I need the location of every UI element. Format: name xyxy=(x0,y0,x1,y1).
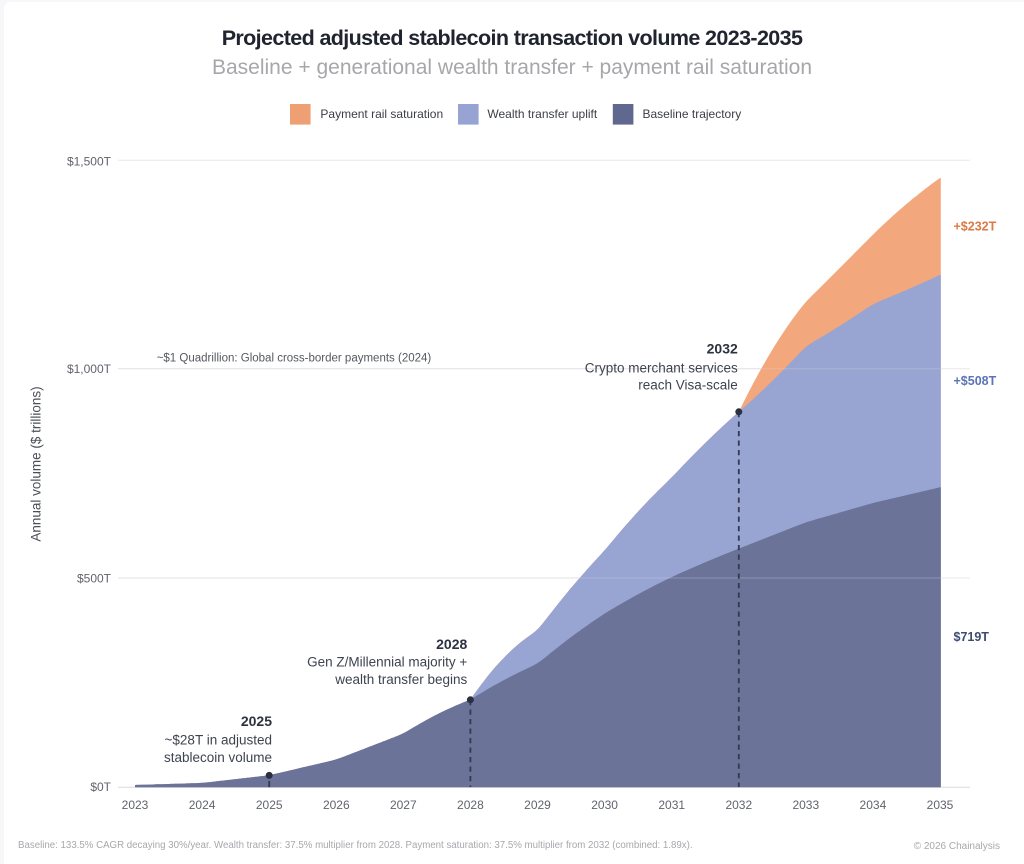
svg-text:Baseline trajectory: Baseline trajectory xyxy=(643,107,742,121)
svg-text:2028: 2028 xyxy=(457,798,484,812)
svg-text:~$1 Quadrillion: Global cross-: ~$1 Quadrillion: Global cross-border pay… xyxy=(157,352,432,364)
svg-text:2025: 2025 xyxy=(256,798,283,812)
svg-text:Projected adjusted stablecoin: Projected adjusted stablecoin transactio… xyxy=(222,26,803,50)
svg-text:2032: 2032 xyxy=(725,798,752,812)
svg-text:2024: 2024 xyxy=(189,798,216,812)
svg-text:2031: 2031 xyxy=(658,798,685,812)
svg-text:reach Visa-scale: reach Visa-scale xyxy=(638,377,738,392)
svg-text:Baseline: 133.5% CAGR decaying: Baseline: 133.5% CAGR decaying 30%/year.… xyxy=(18,840,693,851)
svg-text:2035: 2035 xyxy=(927,798,954,812)
svg-text:Annual volume ($ trillions): Annual volume ($ trillions) xyxy=(29,386,44,541)
svg-text:wealth transfer begins: wealth transfer begins xyxy=(334,672,467,687)
svg-text:$500T: $500T xyxy=(77,571,112,585)
svg-text:2027: 2027 xyxy=(390,798,417,812)
svg-text:~$28T in adjusted: ~$28T in adjusted xyxy=(165,732,272,747)
svg-text:$1,000T: $1,000T xyxy=(67,362,112,376)
svg-text:+$232T: +$232T xyxy=(954,220,997,234)
svg-text:Wealth transfer uplift: Wealth transfer uplift xyxy=(487,107,597,121)
svg-text:2029: 2029 xyxy=(524,798,551,812)
svg-text:2026: 2026 xyxy=(323,798,350,812)
svg-text:Payment rail saturation: Payment rail saturation xyxy=(320,107,443,121)
svg-text:stablecoin volume: stablecoin volume xyxy=(164,750,272,765)
svg-text:2025: 2025 xyxy=(241,713,272,729)
svg-text:2023: 2023 xyxy=(122,798,149,812)
svg-text:2028: 2028 xyxy=(436,636,467,652)
svg-text:2032: 2032 xyxy=(707,341,738,357)
svg-text:+$508T: +$508T xyxy=(954,374,997,388)
svg-text:2033: 2033 xyxy=(792,798,819,812)
svg-text:2030: 2030 xyxy=(591,798,618,812)
svg-text:$0T: $0T xyxy=(90,780,111,794)
svg-text:© 2026 Chainalysis: © 2026 Chainalysis xyxy=(914,841,1000,852)
svg-text:Baseline + generational wealth: Baseline + generational wealth transfer … xyxy=(212,56,812,79)
svg-text:Gen Z/Millennial majority +: Gen Z/Millennial majority + xyxy=(307,655,467,670)
svg-text:2034: 2034 xyxy=(860,798,887,812)
svg-text:$719T: $719T xyxy=(954,630,990,644)
svg-text:$1,500T: $1,500T xyxy=(67,154,112,168)
svg-text:Crypto merchant services: Crypto merchant services xyxy=(585,360,738,375)
